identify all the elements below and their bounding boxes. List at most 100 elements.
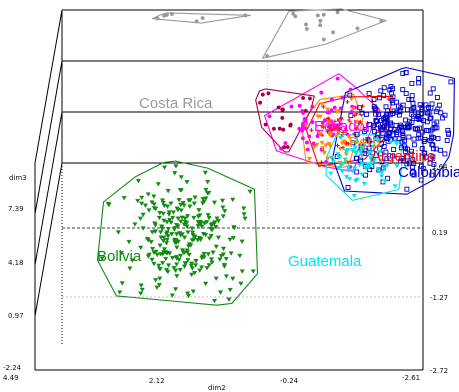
data-point	[422, 137, 428, 143]
data-point	[189, 272, 195, 278]
data-point	[220, 205, 226, 210]
data-point	[380, 130, 386, 136]
data-point	[350, 107, 356, 112]
data-point	[167, 218, 173, 223]
data-point	[184, 224, 190, 229]
data-point	[165, 189, 171, 194]
data-point	[173, 254, 180, 260]
data-point	[169, 293, 175, 298]
data-point	[408, 151, 414, 157]
data-point	[352, 166, 358, 171]
data-point	[381, 166, 387, 171]
data-point	[160, 238, 166, 244]
dim3-tick: 4.18	[8, 259, 24, 267]
data-point	[300, 109, 305, 114]
data-point	[263, 122, 268, 127]
data-point	[434, 95, 440, 100]
data-point	[146, 208, 152, 213]
data-point	[339, 169, 345, 174]
data-point	[161, 250, 167, 255]
data-point	[160, 211, 166, 217]
data-point	[329, 108, 334, 113]
data-point	[321, 12, 326, 17]
data-point	[384, 124, 389, 130]
data-point	[351, 193, 357, 199]
data-point	[410, 164, 415, 170]
data-point	[145, 192, 151, 197]
data-point	[326, 116, 331, 121]
data-point	[310, 120, 315, 125]
data-point	[186, 252, 192, 258]
data-point	[174, 232, 180, 237]
data-point	[343, 149, 349, 154]
data-point	[206, 216, 212, 221]
dim1-ticks: 1.64 0.19 -1.27 -2.72	[430, 163, 448, 375]
data-point	[191, 215, 197, 221]
data-point	[266, 91, 271, 96]
data-point	[303, 108, 308, 113]
data-point	[383, 104, 389, 110]
data-point	[283, 141, 288, 146]
data-point	[167, 251, 173, 256]
data-point	[190, 289, 196, 295]
data-point	[416, 116, 422, 122]
data-point	[215, 235, 222, 241]
data-point	[267, 114, 272, 119]
data-point	[365, 137, 371, 143]
data-point	[398, 105, 404, 111]
data-point	[427, 116, 433, 122]
data-point	[411, 136, 417, 142]
data-point	[403, 91, 409, 96]
data-point	[213, 276, 219, 282]
data-point	[329, 123, 334, 128]
data-point	[369, 158, 375, 164]
data-point	[448, 79, 454, 85]
data-point	[378, 158, 384, 164]
data-point	[400, 87, 406, 93]
plot-frame	[34, 9, 424, 371]
data-point	[172, 171, 178, 176]
group-hull	[300, 93, 364, 168]
data-point	[366, 150, 372, 156]
data-point	[280, 107, 285, 112]
data-point	[230, 197, 236, 203]
data-point	[126, 239, 132, 245]
data-point	[334, 124, 339, 129]
data-point	[407, 124, 413, 130]
data-point	[400, 130, 406, 136]
data-point	[390, 153, 396, 159]
data-point	[325, 107, 331, 113]
data-point	[182, 261, 188, 266]
label-costa-rica: Costa Rica	[139, 95, 213, 112]
data-point	[159, 226, 165, 232]
data-point	[394, 164, 400, 169]
data-point	[425, 110, 431, 116]
data-point	[411, 172, 417, 178]
data-point	[346, 141, 351, 146]
data-point	[138, 283, 144, 288]
data-point	[373, 137, 380, 143]
data-point	[206, 263, 212, 268]
data-point	[345, 99, 350, 104]
data-point	[331, 30, 336, 35]
data-point	[281, 127, 286, 132]
data-point	[353, 150, 359, 155]
data-point	[185, 230, 191, 235]
data-point	[139, 287, 145, 293]
data-point	[276, 105, 281, 110]
data-point	[318, 23, 323, 28]
data-point	[357, 150, 363, 155]
data-point	[334, 133, 340, 138]
data-point	[163, 241, 170, 246]
data-point	[241, 206, 247, 211]
data-point	[352, 113, 357, 118]
data-point	[410, 169, 416, 175]
data-point	[373, 111, 379, 117]
data-point	[171, 266, 177, 271]
data-point	[205, 213, 211, 218]
data-point	[394, 129, 400, 135]
data-point	[400, 127, 405, 133]
data-point	[429, 136, 434, 142]
data-point	[209, 260, 215, 266]
data-point	[430, 86, 436, 92]
